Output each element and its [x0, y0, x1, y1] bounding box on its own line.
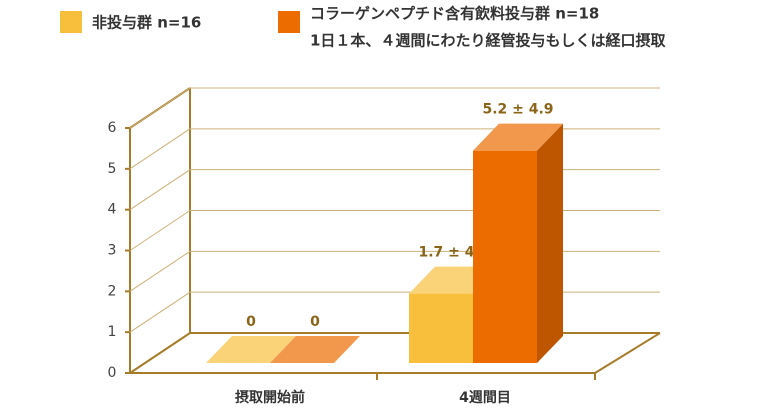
- grid-line: [129, 210, 191, 251]
- bar-top: [206, 336, 296, 363]
- grid-line: [129, 291, 191, 333]
- y-tick-label: 0: [108, 365, 117, 381]
- grid-line: [129, 250, 191, 292]
- bar-top: [270, 336, 360, 363]
- value-label: 0: [310, 314, 320, 330]
- x-tick-label: 摂取開始前: [235, 389, 305, 406]
- y-tick-label: 2: [108, 283, 117, 299]
- frame: [129, 87, 661, 380]
- y-tick-label: 5: [108, 161, 117, 177]
- y-tick-label: 4: [108, 202, 117, 218]
- value-label: 5.2 ± 4.9: [482, 102, 553, 118]
- legend-swatch: [60, 11, 82, 33]
- bar-side: [537, 123, 563, 364]
- legend-label: コラーゲンペプチド含有飲料投与群 n=18: [310, 5, 599, 23]
- bar-top: [473, 123, 563, 151]
- bar: [409, 293, 473, 363]
- legend-swatch: [278, 11, 300, 33]
- y-tick-label: 3: [108, 243, 117, 259]
- legend-label: 非投与群 n=16: [92, 14, 201, 32]
- value-label: 0: [246, 314, 256, 330]
- grid-line: [129, 128, 191, 170]
- y-tick-label: 6: [108, 120, 117, 136]
- grid-line: [129, 87, 191, 129]
- y-tick-label: 1: [108, 324, 117, 340]
- bar: [473, 150, 537, 363]
- value-label: 1.7 ± 4.7: [418, 245, 489, 261]
- x-tick-label: 4週間目: [459, 390, 511, 406]
- grid-line: [129, 169, 191, 211]
- legend-note: 1日１本、４週間にわたり経管投与もしくは経口摂取: [310, 32, 666, 50]
